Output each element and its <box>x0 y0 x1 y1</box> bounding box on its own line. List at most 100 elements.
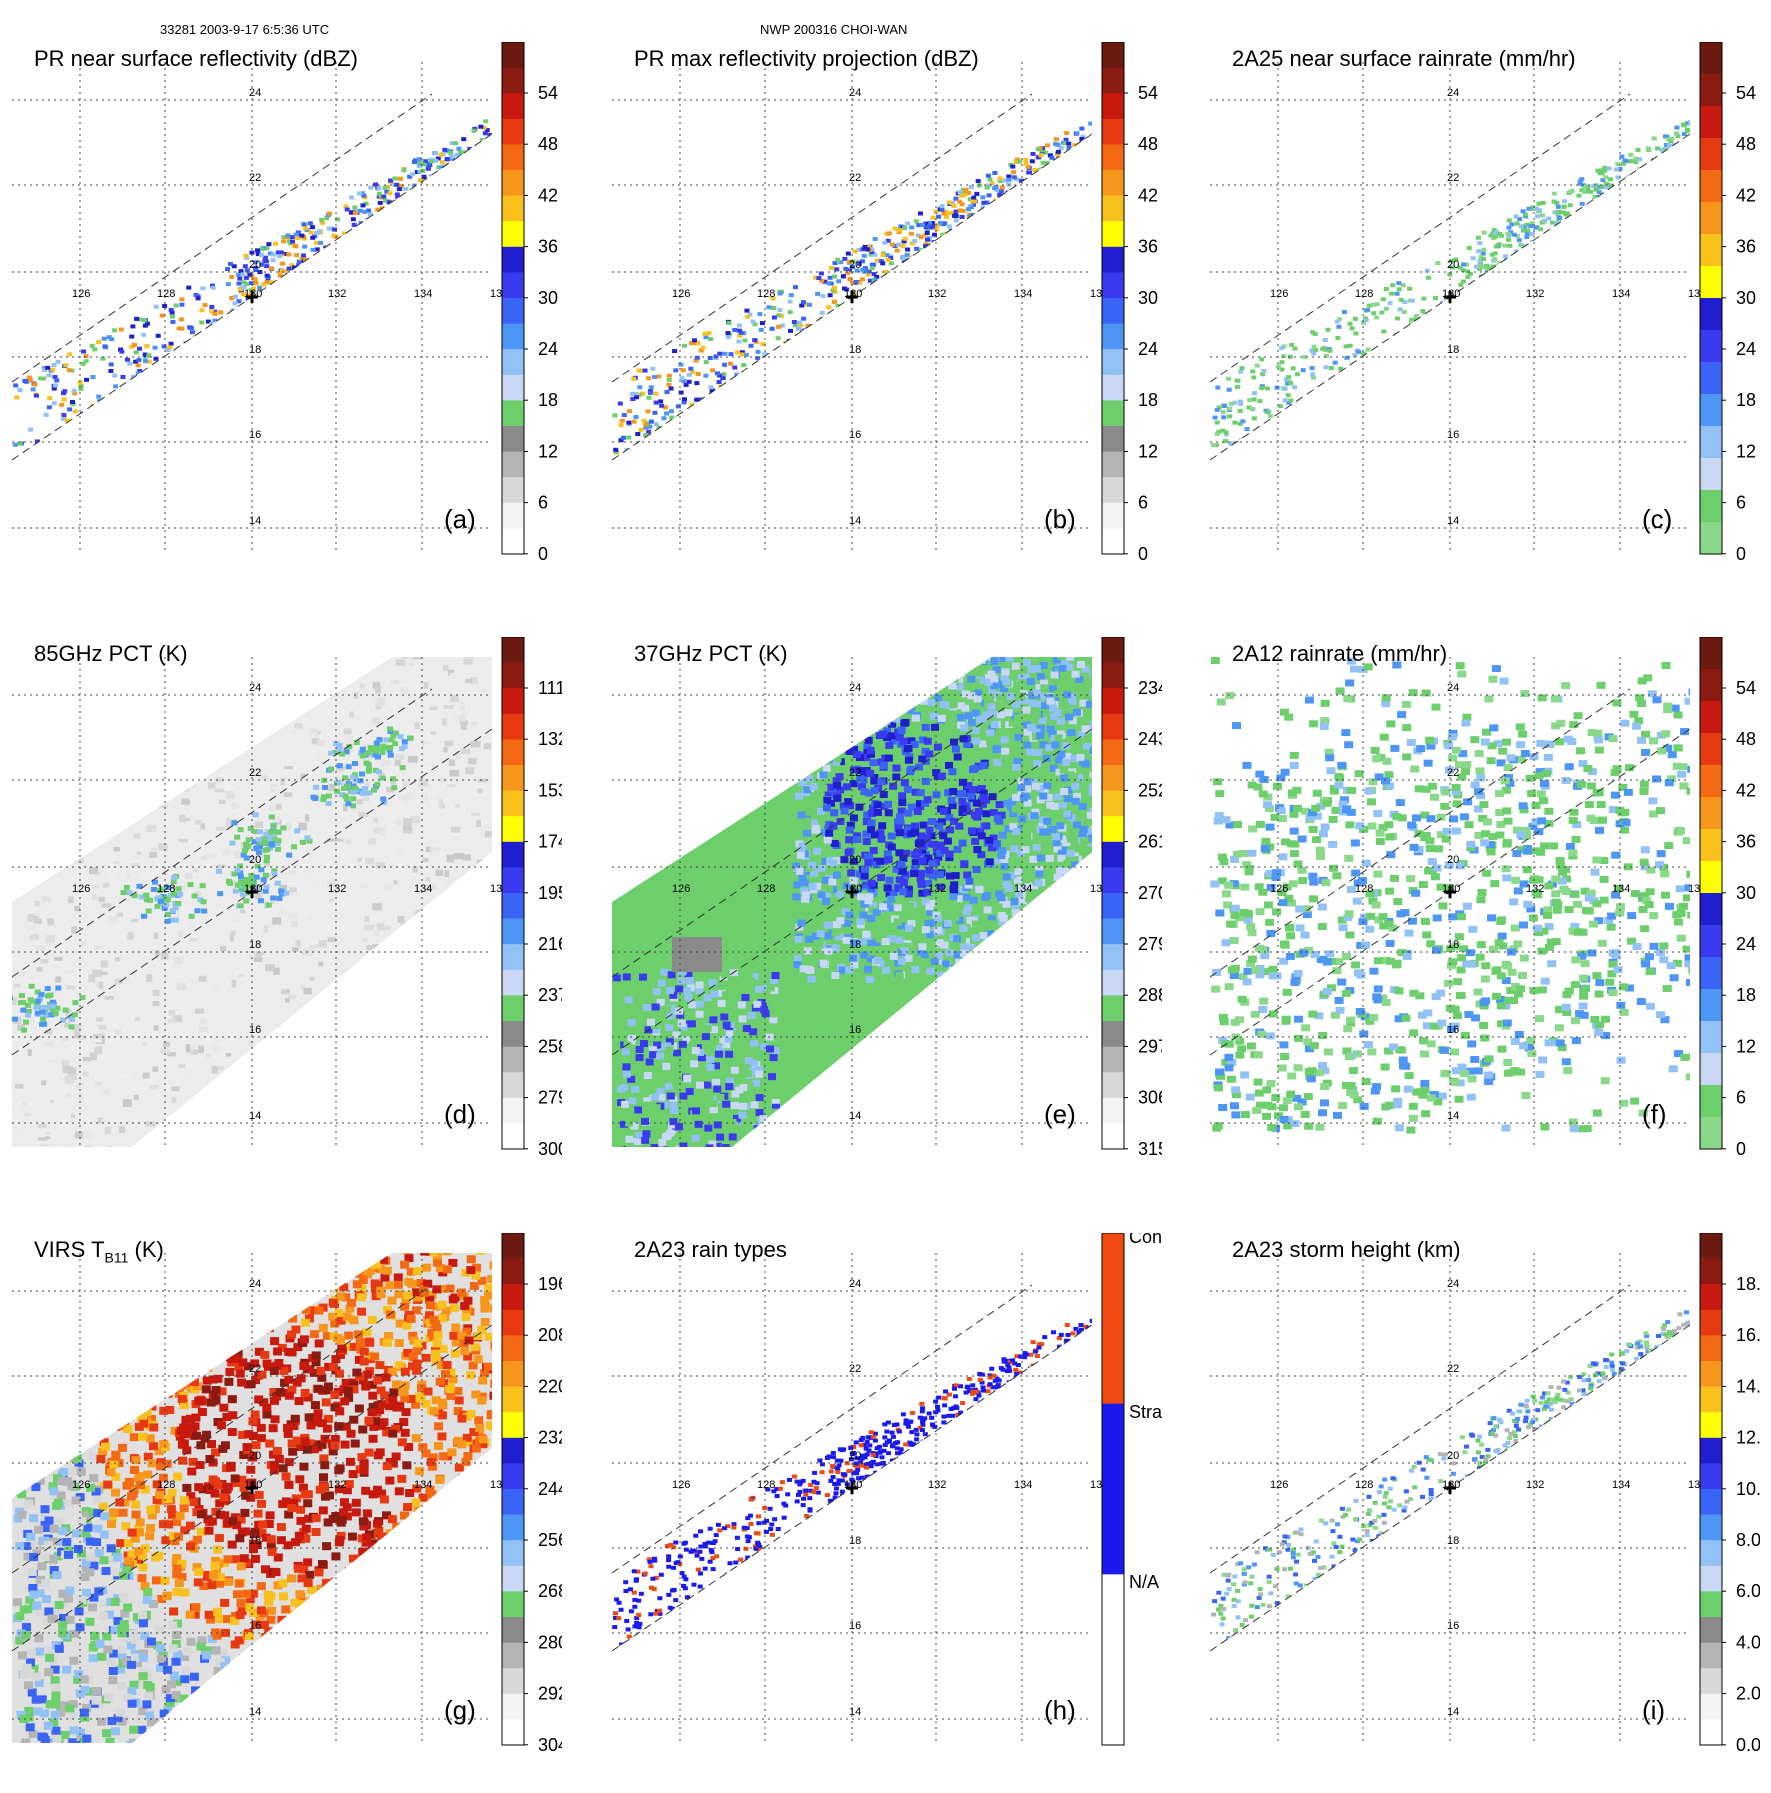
colorbar-swatch <box>1102 298 1124 324</box>
colorbar-swatch <box>1700 1310 1722 1336</box>
colorbar-swatch <box>502 663 524 689</box>
colorbar-swatch <box>502 1361 524 1387</box>
colorbar-swatch <box>1700 1668 1722 1694</box>
colorbar-label: 18.0 <box>1736 1274 1760 1294</box>
colorbar-label: 18 <box>538 390 558 410</box>
colorbar-swatch <box>1102 375 1124 401</box>
panel-title: PR near surface reflectivity (dBZ) <box>34 46 358 72</box>
lat-label: 24 <box>1447 1278 1459 1290</box>
panel-map-svg: 1261281301321341362422201816141962082202… <box>12 1233 562 1793</box>
colorbar <box>1700 42 1726 555</box>
colorbar-label: 208 <box>538 1325 562 1345</box>
lat-label: 22 <box>849 172 861 184</box>
colorbar-swatch <box>1102 970 1124 996</box>
colorbar-swatch <box>1700 1387 1722 1413</box>
colorbar-swatch <box>502 298 524 324</box>
lat-label: 16 <box>1447 1620 1459 1632</box>
colorbar-swatch <box>502 375 524 401</box>
colorbar-label: 18 <box>1736 985 1756 1005</box>
colorbar-swatch <box>502 1438 524 1464</box>
colorbar-swatch <box>502 272 524 298</box>
lat-label: 20 <box>849 1450 861 1462</box>
colorbar-label: 258 <box>538 1036 562 1056</box>
colorbar-swatch <box>1102 400 1124 426</box>
colorbar-swatch <box>502 893 524 919</box>
colorbar-swatch <box>1700 266 1722 299</box>
colorbar-swatch <box>1700 765 1722 798</box>
panel-letter: (c) <box>1642 504 1672 535</box>
lat-label: 22 <box>1447 172 1459 184</box>
colorbar-label: 42 <box>1138 185 1158 205</box>
lon-label: 134 <box>414 1479 432 1491</box>
colorbar-swatch <box>502 1694 524 1720</box>
lat-label: 20 <box>249 854 261 866</box>
panel-map-svg: 1261281301321341362422201816145448423630… <box>1210 637 1760 1197</box>
colorbar-label: 288 <box>1138 985 1162 1005</box>
colorbar-label: 12 <box>1736 441 1756 461</box>
colorbar-swatch <box>1102 1233 1124 1404</box>
colorbar-swatch <box>502 995 524 1021</box>
panel-map-svg: 1261281301321341362422201816142342432522… <box>612 637 1162 1197</box>
colorbar-swatch <box>502 1098 524 1124</box>
colorbar-swatch <box>1700 797 1722 830</box>
colorbar-swatch <box>502 221 524 247</box>
colorbar-swatch <box>1700 957 1722 990</box>
colorbar-swatch <box>502 1021 524 1047</box>
panel-map-svg: 12612813013213413624222018161418.016.014… <box>1210 1233 1760 1793</box>
lat-label: 14 <box>1447 515 1459 527</box>
colorbar-label: 232 <box>538 1428 562 1448</box>
colorbar-swatch <box>1102 272 1124 298</box>
lat-label: 16 <box>249 1620 261 1632</box>
colorbar-label: 315 <box>1138 1139 1162 1159</box>
lon-label: 134 <box>1014 288 1032 300</box>
lat-label: 14 <box>249 1110 261 1122</box>
colorbar-label: 16.0 <box>1736 1325 1760 1345</box>
lat-label: 24 <box>849 682 861 694</box>
colorbar-label: 220 <box>538 1376 562 1396</box>
colorbar-swatch <box>502 919 524 945</box>
colorbar-swatch <box>1700 1117 1722 1150</box>
colorbar-label: 132 <box>538 729 562 749</box>
colorbar <box>1700 637 1726 1150</box>
swath-data <box>12 637 501 1154</box>
colorbar-swatch <box>1102 739 1124 765</box>
colorbar-label: 270 <box>1138 883 1162 903</box>
colorbar-swatch <box>502 1489 524 1515</box>
colorbar-swatch <box>502 791 524 817</box>
colorbar <box>1102 1233 1124 1746</box>
lat-label: 14 <box>849 1110 861 1122</box>
colorbar-label: 12 <box>538 441 558 461</box>
colorbar-swatch <box>1700 1438 1722 1464</box>
colorbar-swatch <box>1700 490 1722 523</box>
colorbar-swatch <box>1700 989 1722 1022</box>
colorbar-label: 261 <box>1138 832 1162 852</box>
lat-label: 18 <box>249 344 261 356</box>
lat-label: 18 <box>1447 939 1459 951</box>
colorbar-swatch <box>1102 196 1124 222</box>
colorbar-swatch <box>502 1719 524 1745</box>
colorbar-swatch <box>1102 791 1124 817</box>
lon-label: 134 <box>1014 883 1032 895</box>
colorbar <box>502 1233 528 1746</box>
colorbar-swatch <box>502 1643 524 1669</box>
colorbar-swatch <box>1700 234 1722 267</box>
colorbar-swatch <box>502 1310 524 1336</box>
colorbar-swatch <box>502 1412 524 1438</box>
panel-title: PR max reflectivity projection (dBZ) <box>634 46 979 72</box>
lat-label: 24 <box>249 682 261 694</box>
colorbar-label: 30 <box>1138 288 1158 308</box>
colorbar-swatch <box>502 842 524 868</box>
panel-title: 2A12 rainrate (mm/hr) <box>1232 641 1447 667</box>
colorbar-swatch <box>1700 1489 1722 1515</box>
colorbar-label: 4.0 <box>1736 1632 1760 1652</box>
lat-label: 20 <box>1447 854 1459 866</box>
swath-data <box>612 637 1120 1153</box>
panel-letter: (f) <box>1642 1099 1667 1130</box>
colorbar-label: 300 <box>538 1139 562 1159</box>
colorbar-label: 256 <box>538 1530 562 1550</box>
panel-d: 1261281301321341362422201816141111321531… <box>12 637 562 1197</box>
lon-label: 134 <box>414 883 432 895</box>
colorbar-swatch <box>502 528 524 554</box>
colorbar-swatch <box>502 944 524 970</box>
colorbar-label: 36 <box>1138 237 1158 257</box>
